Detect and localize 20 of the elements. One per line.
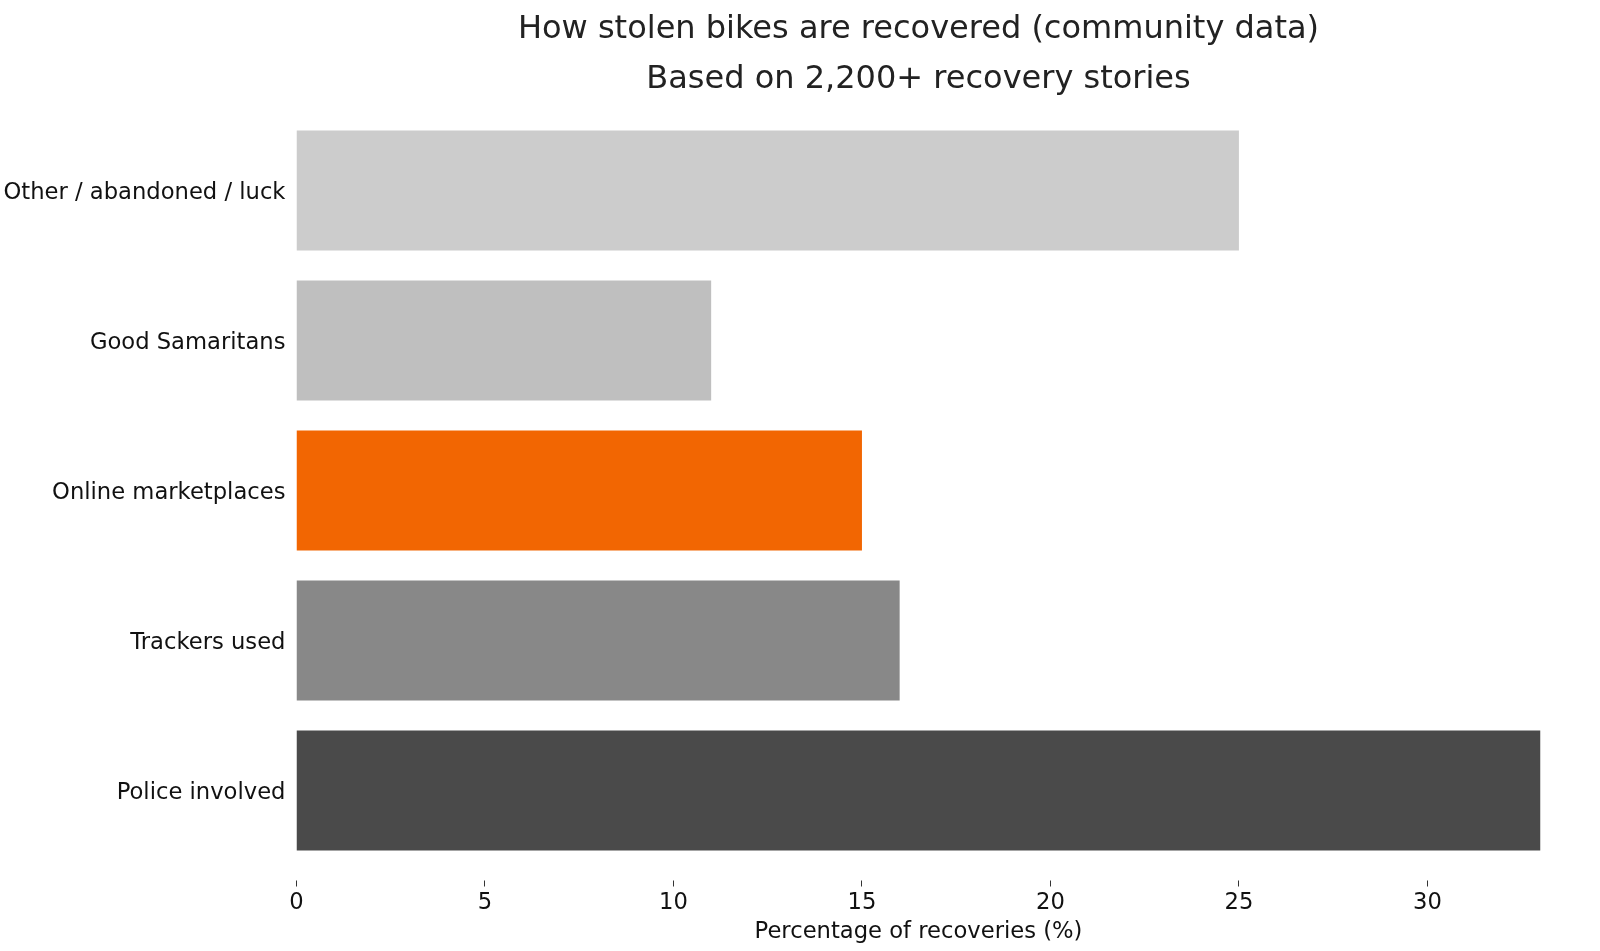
x-axis-title: Percentage of recoveries (%) bbox=[754, 916, 1083, 943]
y-tick-label: Other / abandoned / luck bbox=[3, 177, 287, 204]
y-tick-label: Good Samaritans bbox=[89, 327, 286, 354]
y-tick-label: Online marketplaces bbox=[52, 477, 286, 504]
y-tick-label: Trackers used bbox=[129, 627, 286, 654]
chart-title: How stolen bikes are recovered (community data) bbox=[517, 7, 1320, 46]
y-tick-label: Police involved bbox=[116, 777, 286, 804]
x-tick-label: 25 bbox=[1224, 887, 1254, 914]
x-tick-label: 30 bbox=[1412, 887, 1442, 914]
x-tick-label: 15 bbox=[847, 887, 877, 914]
x-tick-label: 5 bbox=[477, 887, 493, 914]
bar bbox=[296, 730, 1541, 851]
x-tick-label: 20 bbox=[1036, 887, 1065, 914]
bar bbox=[296, 430, 862, 551]
bar bbox=[296, 130, 1239, 251]
x-tick-label: 0 bbox=[289, 887, 304, 914]
bar bbox=[296, 280, 712, 401]
chart-subtitle: Based on 2,200+ recovery stories bbox=[646, 57, 1191, 96]
x-tick-label: 10 bbox=[659, 887, 688, 914]
bar bbox=[296, 580, 900, 701]
